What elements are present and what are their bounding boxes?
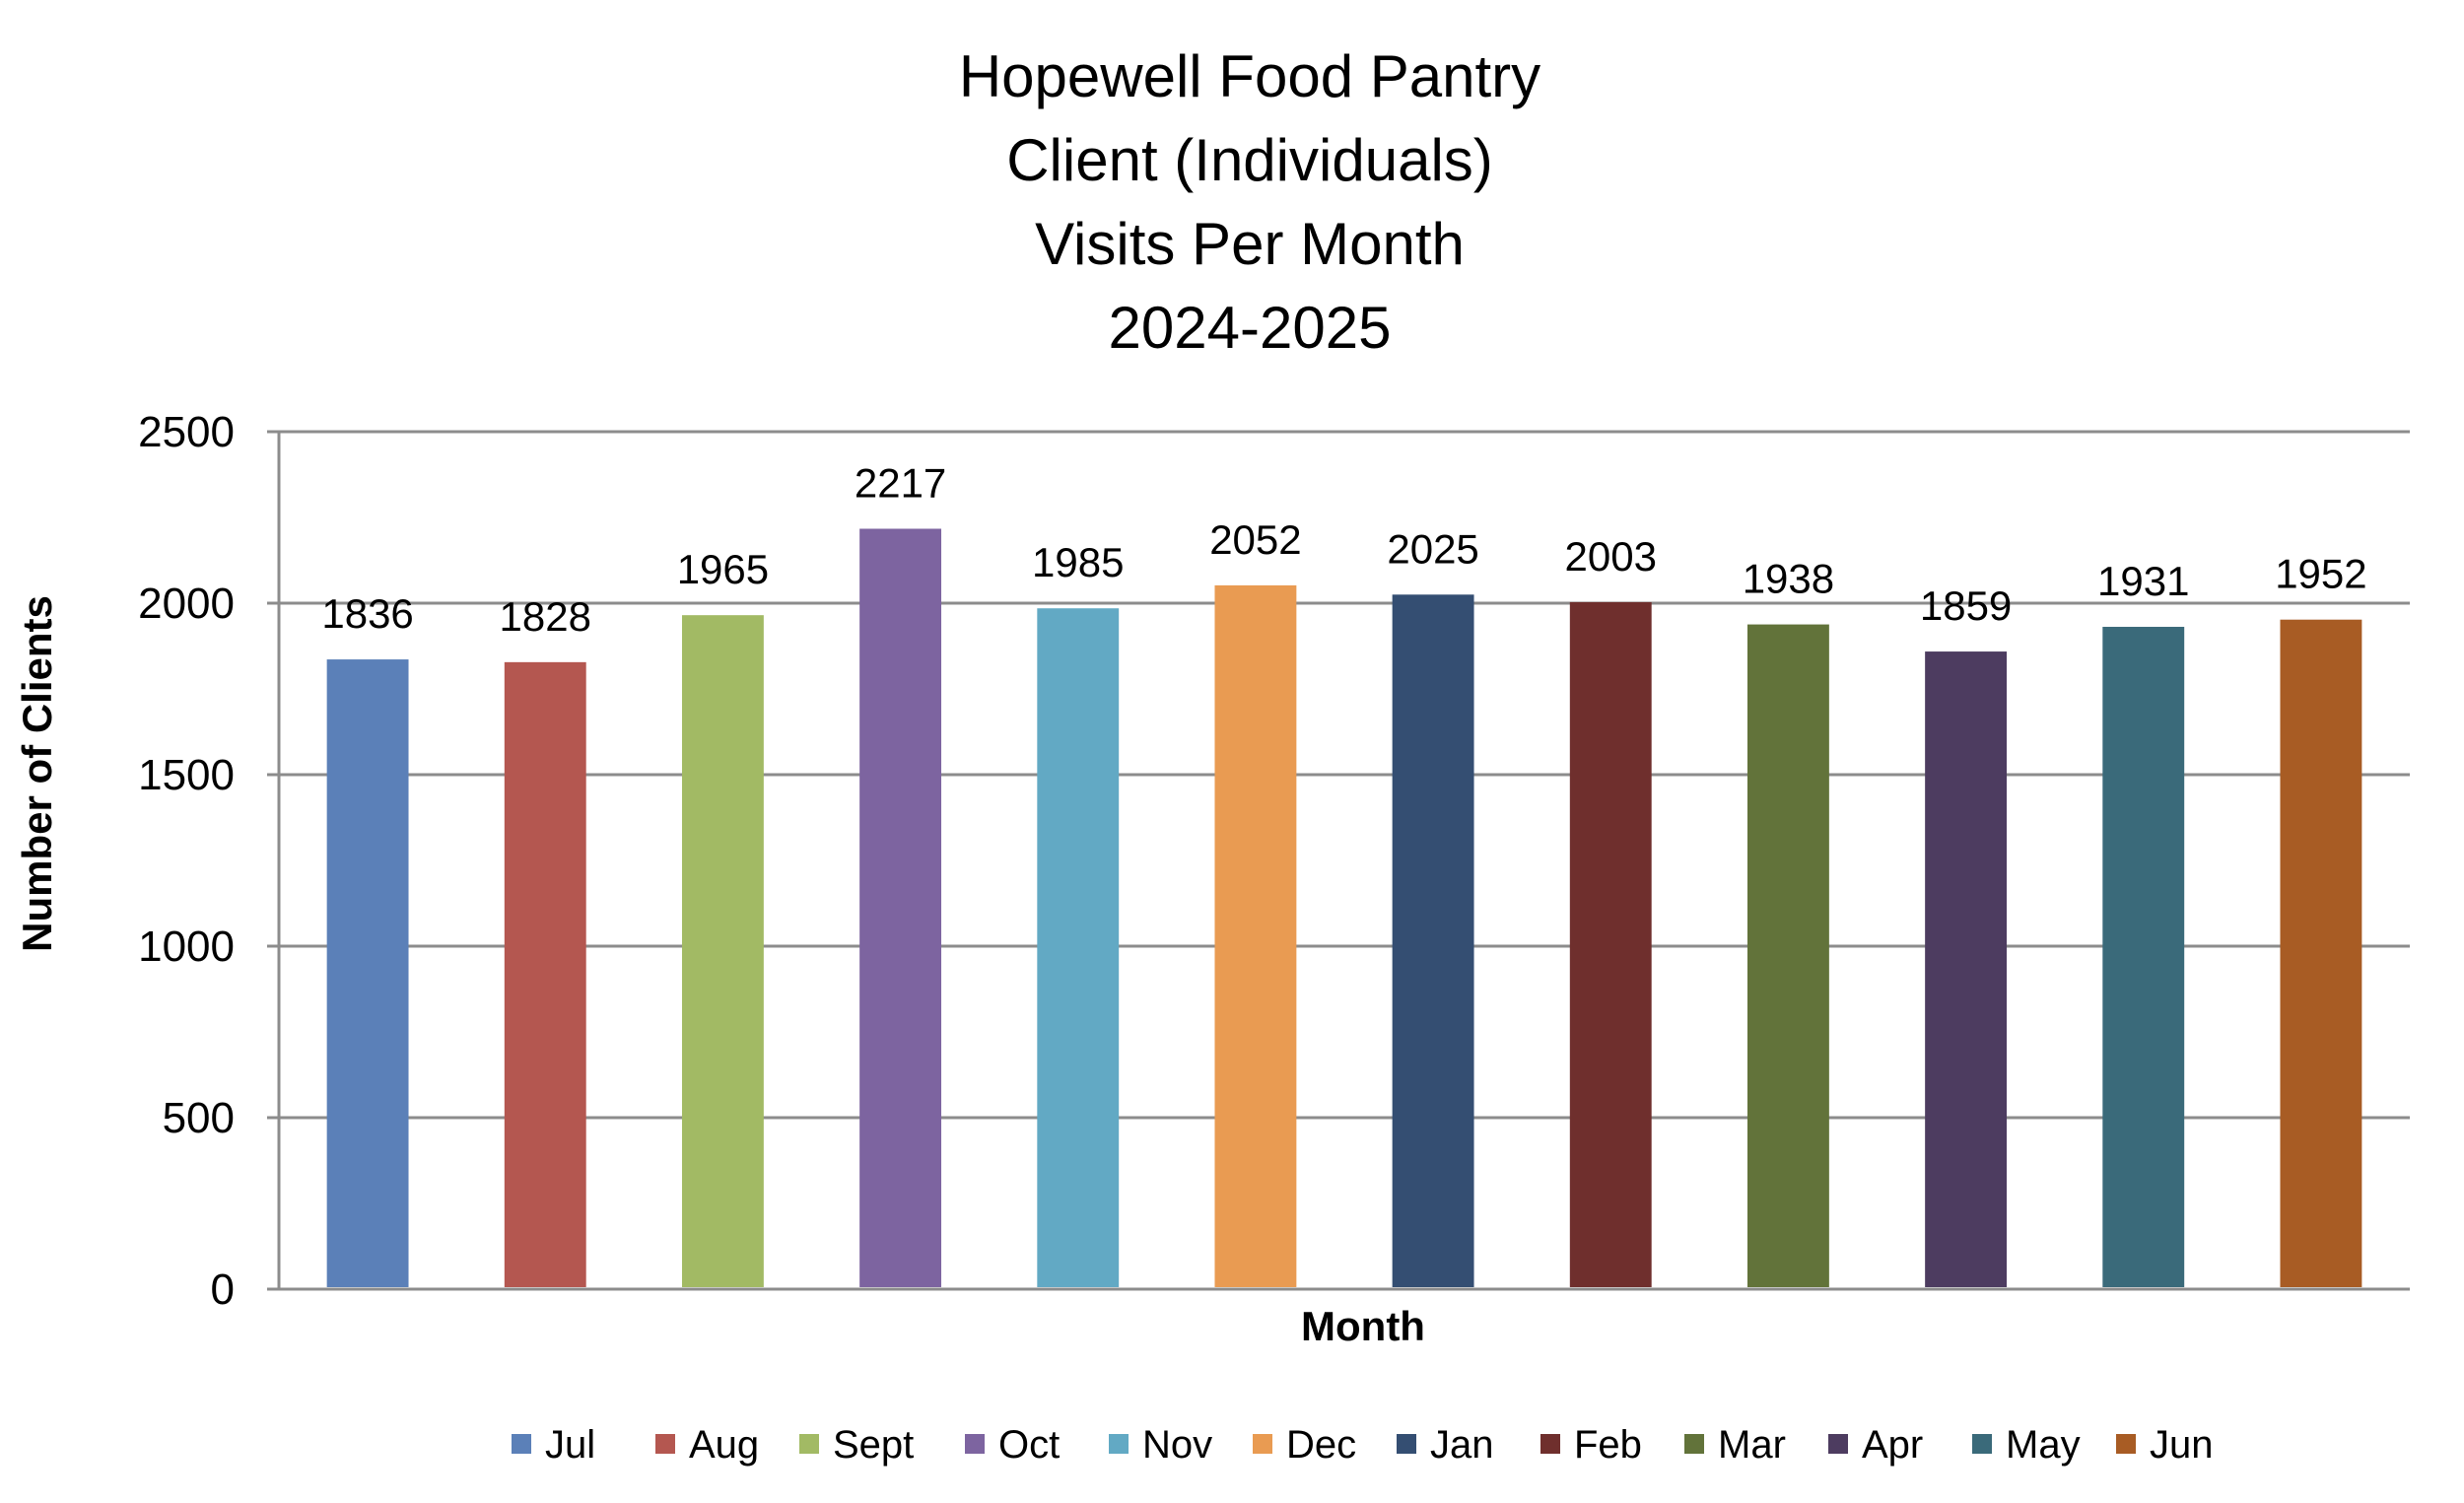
bar-feb [1569,601,1652,1287]
chart-title-line-3: Visits Per Month [1035,211,1465,277]
bar-apr [1925,651,2008,1287]
legend-item-may: May [1972,1423,2081,1467]
y-tick-label: 1500 [138,751,235,799]
data-labels: 1836 1828 1965 2217 1985 2052 2025 2003 1938 1859… [321,459,2366,639]
data-label-may: 1931 [2097,558,2189,604]
y-tick-label: 500 [163,1094,235,1142]
y-axis-title: Number of Clients [14,595,60,952]
legend-swatch [1109,1434,1129,1454]
legend-swatch [1397,1434,1416,1454]
data-label-jun: 1952 [2275,551,2366,597]
legend-item-jul: Jul [512,1423,595,1467]
data-label-feb: 2003 [1565,533,1657,580]
bar-dec [1214,584,1297,1287]
legend-label: May [2006,1423,2081,1467]
legend-label: Jul [545,1423,595,1467]
legend-item-feb: Feb [1540,1423,1642,1467]
bar-may [2102,627,2185,1287]
bar-mar [1746,624,1829,1287]
y-tick-label: 2000 [138,580,235,628]
legend-label: Apr [1862,1423,1923,1467]
data-label-jan: 2025 [1387,525,1478,572]
legend-swatch [1540,1434,1560,1454]
data-label-dec: 2052 [1209,516,1301,563]
legend-item-jan: Jan [1397,1423,1494,1467]
legend-swatch [1684,1434,1704,1454]
legend-label: Jun [2150,1423,2214,1467]
y-axis-ticks: 0 500 1000 1500 2000 2500 [138,408,279,1314]
chart-title-line-2: Client (Individuals) [1006,127,1493,193]
data-label-sept: 1965 [677,546,769,592]
legend-item-dec: Dec [1253,1423,1356,1467]
bar-nov [1037,608,1120,1287]
bar-jan [1392,594,1474,1287]
legend-item-jun: Jun [2116,1423,2214,1467]
bar-jun [2280,619,2362,1287]
legend-swatch [1253,1434,1272,1454]
bar-sept [681,615,764,1287]
y-tick-label: 2500 [138,408,235,456]
legend-swatch [965,1434,985,1454]
legend-item-sept: Sept [799,1423,914,1467]
legend-label: Sept [833,1423,914,1467]
chart-title-line-1: Hopewell Food Pantry [959,43,1540,109]
bar-oct [859,528,942,1287]
legend-swatch [1828,1434,1848,1454]
x-axis-title: Month [1301,1303,1425,1349]
legend-item-mar: Mar [1684,1423,1786,1467]
axes [267,432,2410,1291]
legend-swatch [2116,1434,2136,1454]
data-label-jul: 1836 [321,590,413,637]
legend-swatch [1972,1434,1992,1454]
legend-label: Jan [1430,1423,1494,1467]
y-tick-label: 1000 [138,922,235,971]
legend: Jul Aug Sept Oct Nov Dec Jan Feb Mar Apr May Jun [512,1423,2214,1467]
legend-item-apr: Apr [1828,1423,1923,1467]
data-label-oct: 2217 [855,459,946,506]
legend-label: Nov [1142,1423,1212,1467]
data-label-nov: 1985 [1032,539,1124,585]
bars [326,528,2362,1287]
legend-label: Oct [998,1423,1060,1467]
legend-swatch [512,1434,531,1454]
legend-item-oct: Oct [965,1423,1060,1467]
legend-label: Mar [1718,1423,1786,1467]
gridlines [267,430,2410,1120]
legend-swatch [799,1434,819,1454]
legend-label: Feb [1574,1423,1642,1467]
legend-item-aug: Aug [655,1423,759,1467]
data-label-aug: 1828 [500,593,591,640]
bar-aug [504,661,586,1287]
legend-swatch [655,1434,675,1454]
chart-title-line-4: 2024-2025 [1109,295,1392,361]
chart-title: Hopewell Food Pantry Client (Individuals… [959,43,1540,361]
data-label-mar: 1938 [1743,556,1834,602]
legend-label: Aug [689,1423,759,1467]
data-label-apr: 1859 [1920,582,2012,629]
legend-label: Dec [1286,1423,1356,1467]
bar-jul [326,659,409,1287]
legend-item-nov: Nov [1109,1423,1212,1467]
y-tick-label: 0 [211,1265,235,1314]
